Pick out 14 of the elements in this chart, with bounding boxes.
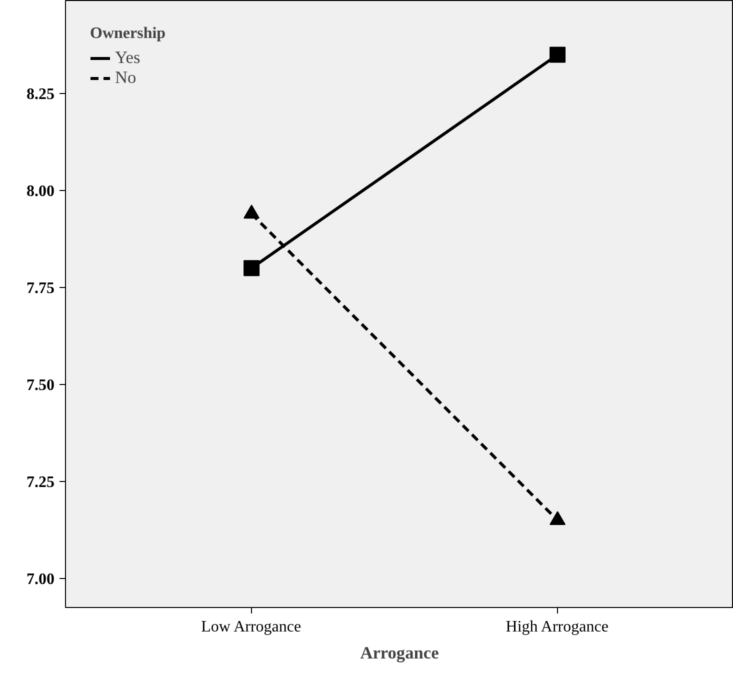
legend-title: Ownership — [90, 25, 166, 43]
x-tick-label: Low Arrogance — [201, 618, 302, 636]
y-tick-label: 7.25 — [26, 474, 54, 491]
point — [550, 46, 566, 63]
y-tick-label: 7.75 — [26, 280, 54, 298]
y-tick-label: 8.25 — [26, 86, 54, 104]
point — [244, 260, 260, 276]
y-tick-label: 8.00 — [26, 183, 54, 200]
y-tick-label: 7.50 — [26, 376, 54, 394]
legend-label: Yes — [115, 48, 140, 68]
x-tick-label: High Arrogance — [506, 618, 608, 636]
x-axis-title: Arrogance — [360, 644, 440, 662]
y-tick-label: 7.00 — [26, 570, 54, 588]
legend-label: No — [115, 68, 136, 88]
